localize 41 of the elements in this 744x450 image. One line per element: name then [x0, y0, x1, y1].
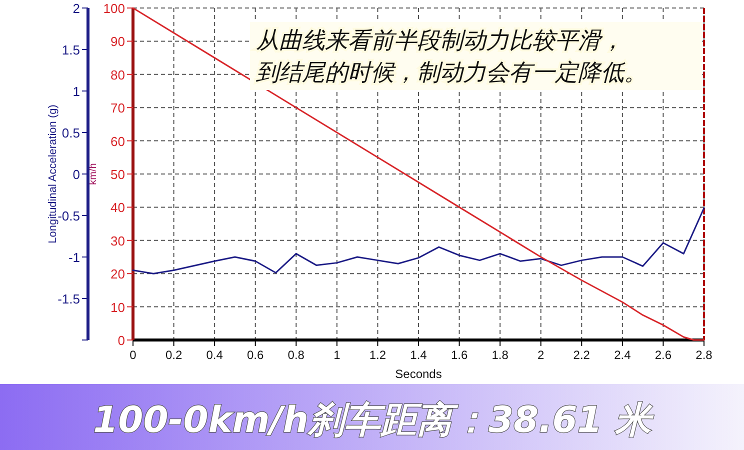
y-tick-label: 1: [72, 84, 80, 99]
x-tick-label: 1.4: [410, 348, 428, 362]
y2-tick-label: 70: [110, 100, 125, 116]
y2-tick-label: 30: [110, 233, 125, 248]
line-series: [132, 207, 705, 274]
y2-tick-label: 100: [103, 1, 125, 16]
y2-tick-label: 80: [110, 67, 125, 82]
x-tick-label: 0: [130, 348, 137, 362]
y2-axis-title: km/h: [88, 163, 99, 185]
y-tick-label: 0: [72, 167, 80, 182]
y-axis-title: Longitudinal Acceleration (g): [47, 104, 59, 244]
x-tick-label: 2.6: [654, 348, 672, 362]
y2-tick-label: 60: [110, 134, 125, 149]
y2-tick-label: 90: [110, 34, 125, 50]
x-tick-label: 0.4: [206, 348, 224, 362]
x-tick-label: 1.2: [369, 348, 386, 362]
y-tick-label: -1.5: [58, 292, 80, 306]
x-tick-label: 2: [538, 348, 545, 362]
x-tick-label: 0.8: [288, 348, 305, 362]
y-tick-label: -1: [68, 250, 80, 265]
x-tick-label: 0.6: [247, 348, 264, 362]
x-tick-label: 2.4: [614, 348, 632, 362]
y2-tick-label: 10: [110, 300, 125, 315]
x-tick-label: 1.6: [450, 348, 468, 362]
annotation: 到结尾的时候，制动力会有一定降低。: [256, 60, 647, 86]
annotation: 从曲线来看前半段制动力比较平滑，: [256, 28, 624, 54]
x-tick-label: 2.8: [696, 348, 713, 362]
y-tick-label: 2: [72, 1, 80, 16]
text: 100-0km/h刹车距离：38.61 米: [93, 400, 654, 441]
x-tick-label: 0.2: [165, 348, 182, 362]
x-tick-label: 2.2: [573, 348, 590, 362]
y2-tick-label: 50: [110, 167, 125, 182]
x-tick-label: 1.8: [492, 348, 509, 362]
y2-tick-label: 40: [110, 200, 125, 216]
x-tick-label: 1: [334, 348, 341, 362]
x-axis-title: Seconds: [395, 367, 442, 381]
y-tick-label: 1.5: [62, 42, 80, 58]
y2-tick-label: 0: [118, 333, 125, 348]
y-tick-label: -0.5: [58, 208, 80, 224]
y-tick-label: 0.5: [62, 126, 80, 140]
y2-tick-label: 20: [110, 266, 125, 282]
